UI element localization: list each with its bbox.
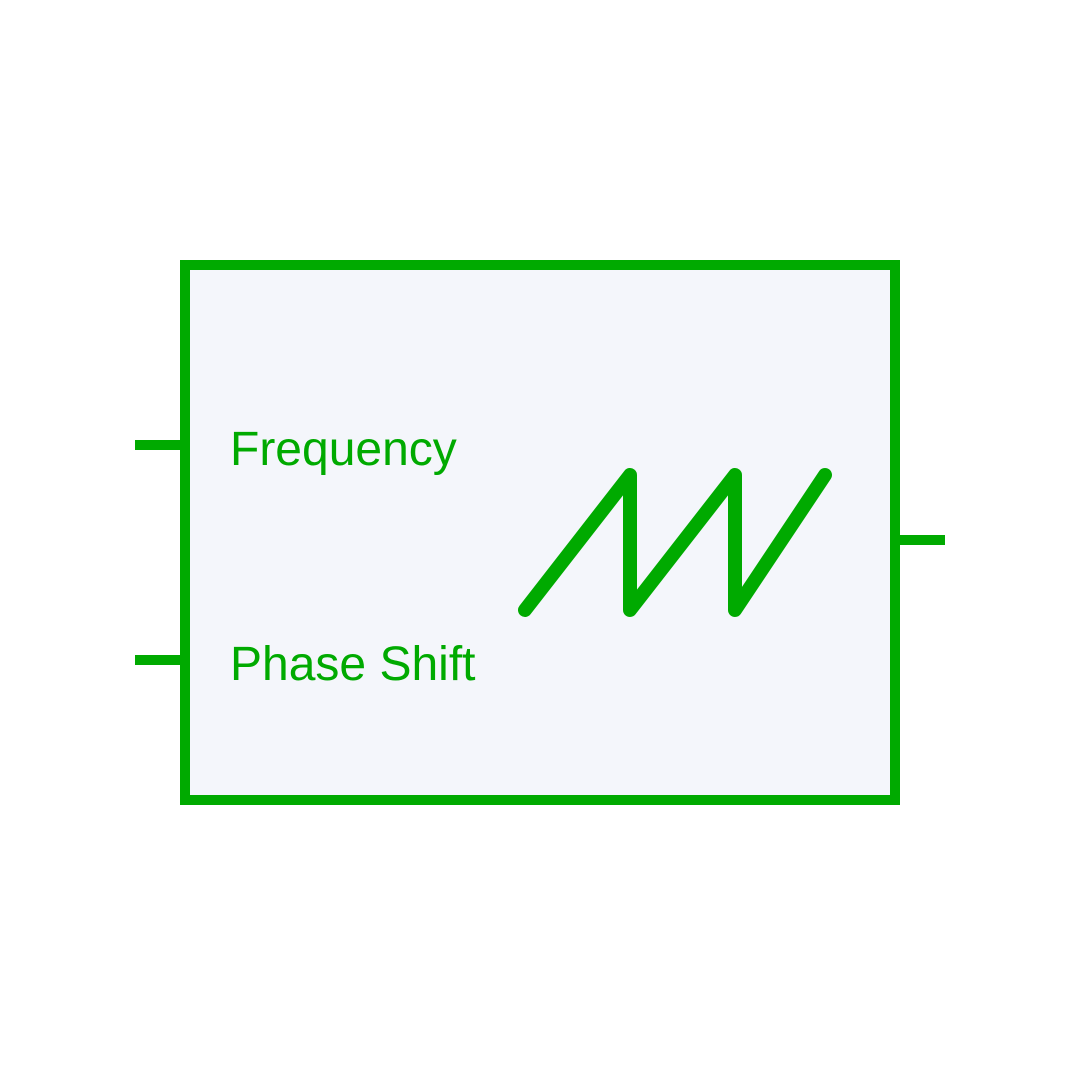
output-port	[900, 535, 945, 545]
sawtooth-wave-icon	[510, 460, 840, 625]
input-port-frequency	[135, 440, 180, 450]
phase-shift-label: Phase Shift	[230, 637, 475, 692]
frequency-label: Frequency	[230, 422, 457, 477]
input-port-phase-shift	[135, 655, 180, 665]
